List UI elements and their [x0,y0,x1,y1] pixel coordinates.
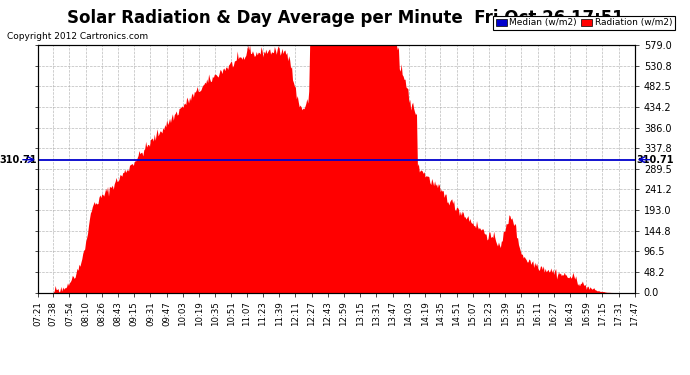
Text: 310.71: 310.71 [636,154,673,165]
Text: Copyright 2012 Cartronics.com: Copyright 2012 Cartronics.com [7,32,148,41]
Text: Solar Radiation & Day Average per Minute  Fri Oct 26 17:51: Solar Radiation & Day Average per Minute… [67,9,623,27]
Text: 310.71: 310.71 [0,154,37,165]
Legend: Median (w/m2), Radiation (w/m2): Median (w/m2), Radiation (w/m2) [493,16,675,30]
